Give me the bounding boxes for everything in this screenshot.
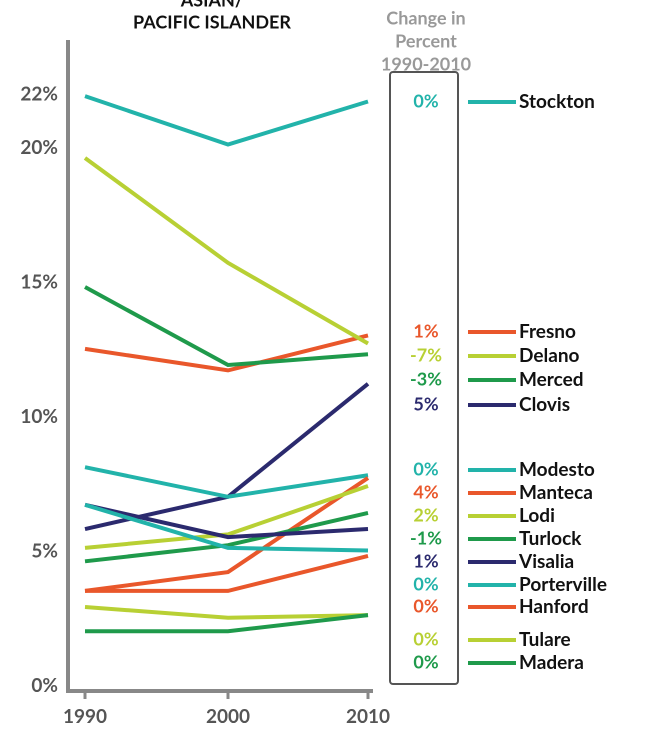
change-label: 4%	[413, 481, 438, 503]
change-label: 0%	[413, 573, 438, 595]
change-label: 0%	[413, 90, 438, 112]
legend-label: Clovis	[519, 393, 570, 416]
change-label: 5%	[413, 393, 438, 415]
y-tick-label: 5%	[31, 539, 58, 562]
y-tick-label: 15%	[20, 271, 58, 294]
change-label: 0%	[413, 628, 438, 650]
change-label: -7%	[410, 344, 442, 366]
line	[84, 510, 369, 564]
line	[83, 156, 369, 346]
legend-label: Madera	[519, 651, 584, 674]
line	[84, 502, 369, 553]
change-label: 2%	[413, 504, 438, 526]
line	[84, 285, 369, 368]
change-label: 0%	[413, 595, 438, 617]
line	[84, 465, 369, 499]
legend-label: Turlock	[519, 527, 582, 550]
change-label: 1%	[413, 320, 438, 342]
line	[84, 94, 369, 147]
line	[85, 613, 369, 634]
y-tick-label: 22%	[20, 82, 58, 105]
y-tick-label: 20%	[20, 136, 58, 159]
x-tick-label: 1990	[63, 705, 107, 728]
legend-label: Lodi	[519, 504, 555, 527]
legend-label: Visalia	[518, 550, 574, 573]
legend-label: Modesto	[519, 458, 595, 481]
chart-title: ASIAN/	[180, 0, 243, 11]
line	[84, 333, 369, 373]
y-tick-label: 0%	[31, 674, 58, 697]
change-header: Change in	[386, 7, 465, 29]
chart-title: PACIFIC ISLANDER	[133, 11, 291, 33]
change-label: 0%	[413, 651, 438, 673]
line	[84, 476, 370, 593]
change-header: Percent	[395, 30, 457, 52]
legend-label: Porterville	[519, 573, 607, 596]
legend-label: Stockton	[519, 90, 595, 113]
legend-label: Delano	[519, 344, 580, 367]
legend-label: Fresno	[519, 320, 576, 343]
legend-label: Hanford	[519, 595, 589, 618]
change-header: 1990-2010	[381, 53, 471, 75]
change-label: 1%	[413, 550, 438, 572]
x-tick-label: 2010	[346, 705, 390, 728]
legend-label: Tulare	[519, 628, 571, 651]
change-label: 0%	[413, 458, 438, 480]
change-box	[389, 71, 459, 685]
change-label: -3%	[410, 368, 442, 390]
x-tick-label: 2000	[206, 705, 250, 728]
change-label: -1%	[410, 527, 442, 549]
line	[84, 484, 369, 550]
legend-label: Manteca	[519, 481, 593, 504]
line	[84, 605, 369, 620]
line	[84, 502, 369, 540]
y-tick-label: 10%	[20, 405, 58, 428]
legend-label: Merced	[519, 368, 584, 391]
line	[85, 553, 369, 593]
